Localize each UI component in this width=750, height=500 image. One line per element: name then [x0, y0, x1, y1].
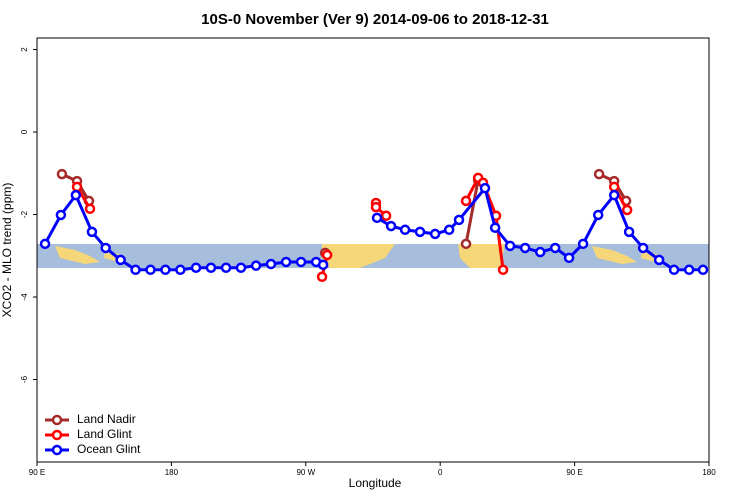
- data-point: [489, 222, 501, 233]
- data-point: [280, 256, 292, 268]
- data-point: [317, 259, 329, 271]
- data-point: [460, 238, 472, 250]
- legend-label: Land Glint: [77, 427, 132, 441]
- data-point: [380, 210, 392, 222]
- data-point: [563, 252, 575, 264]
- data-point: [637, 242, 649, 254]
- data-point: [683, 264, 695, 276]
- data-point: [84, 203, 96, 215]
- data-point: [460, 195, 472, 207]
- data-point: [519, 242, 531, 254]
- legend-label: Ocean Glint: [77, 442, 141, 456]
- data-point: [623, 226, 635, 238]
- data-point: [577, 238, 589, 250]
- data-point: [399, 224, 411, 236]
- data-point: [220, 262, 232, 273]
- data-point: [429, 228, 441, 240]
- y-tick-label: -4: [20, 293, 29, 301]
- y-tick-label: -2: [20, 210, 29, 218]
- data-point: [385, 220, 397, 232]
- x-tick-label: 90 W: [296, 468, 315, 477]
- x-tick-label: 0: [438, 468, 443, 477]
- x-tick-label: 90 E: [29, 468, 45, 477]
- plot-frame: [36, 37, 710, 463]
- data-point: [321, 249, 333, 261]
- series-line: [464, 179, 480, 245]
- data-point: [479, 182, 491, 194]
- data-point: [370, 201, 382, 213]
- legend-marker: [51, 444, 63, 456]
- data-point: [250, 260, 262, 271]
- y-tick-label: -6: [20, 375, 29, 383]
- data-point: [443, 224, 455, 236]
- data-point: [190, 262, 202, 273]
- data-point: [497, 264, 509, 276]
- data-point: [160, 264, 171, 276]
- x-tick-label: 180: [165, 468, 179, 477]
- data-point: [371, 212, 383, 224]
- data-point: [608, 181, 620, 193]
- x-tick-label: 180: [702, 468, 716, 477]
- data-point: [70, 189, 82, 201]
- data-point: [621, 204, 633, 216]
- x-axis-label: Longitude: [349, 476, 402, 490]
- data-point: [55, 209, 67, 221]
- data-point: [235, 262, 247, 273]
- data-point: [549, 242, 561, 254]
- data-point: [453, 214, 465, 226]
- chart-title: 10S-0 November (Ver 9) 2014-09-06 to 201…: [201, 11, 549, 28]
- data-point: [145, 264, 156, 276]
- data-point: [668, 264, 680, 276]
- data-point: [593, 168, 605, 180]
- x-tick-label: 90 E: [566, 468, 582, 477]
- data-point: [86, 226, 98, 238]
- data-point: [130, 264, 141, 276]
- legend-label: Land Nadir: [77, 412, 136, 426]
- data-point: [205, 262, 217, 273]
- data-point: [265, 258, 277, 270]
- data-point: [316, 271, 328, 283]
- data-point: [115, 254, 126, 266]
- data-point: [608, 189, 620, 201]
- y-axis-label: XCO2 - MLO trend (ppm): [0, 183, 14, 318]
- y-tick-label: 2: [20, 47, 29, 52]
- data-point: [175, 264, 186, 276]
- y-tick-label: 0: [20, 129, 29, 134]
- data-point: [71, 181, 83, 193]
- data-point: [39, 238, 51, 250]
- data-point: [504, 240, 516, 252]
- legend-marker: [51, 429, 63, 441]
- data-point: [295, 256, 307, 268]
- data-point: [592, 209, 604, 221]
- legend-marker: [51, 414, 63, 426]
- data-point: [414, 226, 426, 238]
- data-point: [56, 168, 68, 180]
- data-point: [653, 254, 665, 266]
- data-point: [535, 246, 546, 258]
- data-point: [697, 264, 709, 276]
- data-point: [100, 242, 111, 254]
